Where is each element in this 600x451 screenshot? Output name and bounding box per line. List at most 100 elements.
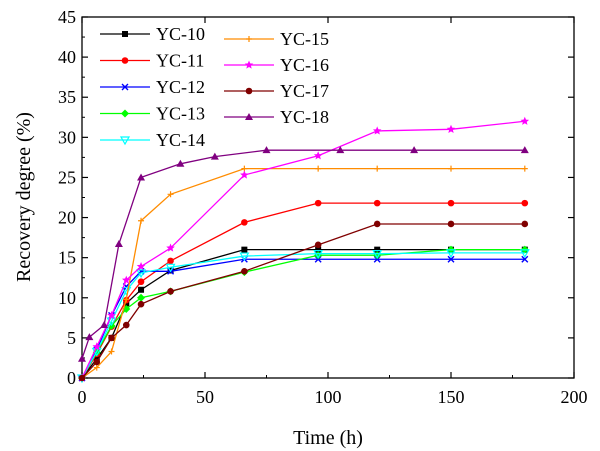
y-tick-label: 40	[58, 47, 76, 67]
y-tick-label: 20	[58, 208, 76, 228]
data-point	[100, 321, 109, 329]
legend-label: YC-16	[280, 55, 329, 75]
data-point	[315, 246, 322, 253]
legend-label: YC-17	[280, 81, 329, 101]
y-axis-label: Recovery degree (%)	[13, 112, 35, 282]
data-point	[210, 152, 219, 160]
data-point	[313, 151, 323, 160]
data-point	[122, 275, 131, 284]
data-point	[520, 116, 530, 125]
data-point	[92, 342, 102, 351]
data-point	[246, 36, 252, 42]
x-tick-label: 200	[561, 387, 588, 407]
data-point	[121, 83, 129, 91]
y-tick-label: 45	[58, 7, 76, 27]
data-point	[121, 57, 129, 64]
data-point	[447, 255, 455, 263]
data-point	[245, 87, 253, 95]
data-point	[245, 113, 253, 120]
legend-item-yc-12: YC-12	[100, 77, 205, 97]
data-point	[374, 165, 381, 172]
series-yc-18	[78, 146, 529, 362]
data-point	[244, 60, 254, 69]
data-point	[137, 278, 145, 286]
data-point	[410, 146, 419, 154]
data-point	[520, 146, 529, 154]
legend-item-yc-14: YC-14	[100, 130, 205, 150]
data-point	[373, 220, 381, 228]
data-point	[167, 191, 174, 198]
series-line	[81, 167, 525, 379]
data-point	[93, 358, 101, 366]
data-point	[374, 246, 381, 253]
data-point	[106, 317, 117, 327]
data-point	[176, 159, 185, 167]
legend-label: YC-18	[280, 107, 329, 127]
data-point	[108, 334, 115, 342]
data-point	[373, 255, 381, 263]
series-yc-10	[79, 246, 528, 381]
y-tick-label: 30	[58, 127, 76, 147]
data-point	[315, 165, 322, 172]
data-point	[78, 354, 86, 362]
data-point	[138, 286, 145, 293]
data-point	[314, 241, 322, 249]
data-point	[122, 31, 128, 37]
data-point	[314, 255, 322, 263]
data-point	[521, 165, 528, 172]
y-tick-label: 25	[58, 167, 76, 187]
series-yc-17	[78, 220, 529, 382]
data-point	[445, 249, 457, 259]
data-point	[373, 199, 381, 207]
legend-label: YC-13	[156, 104, 205, 124]
data-point	[336, 146, 345, 154]
x-tick-label: 100	[315, 387, 342, 407]
legend-label: YC-10	[156, 24, 205, 44]
legend-item-yc-15: YC-15	[224, 29, 329, 49]
x-tick-label: 50	[196, 387, 214, 407]
data-point	[138, 217, 145, 224]
series-yc-12	[78, 255, 529, 382]
legend-item-yc-18: YC-18	[224, 107, 329, 127]
data-point	[123, 296, 130, 303]
data-point	[108, 348, 115, 355]
series-layer	[76, 116, 530, 384]
data-point	[137, 173, 146, 181]
series-line	[81, 223, 525, 379]
data-point	[85, 333, 94, 341]
x-tick-label: 0	[78, 387, 87, 407]
data-point	[167, 257, 174, 265]
series-line	[81, 252, 525, 379]
legend-label: YC-11	[156, 51, 204, 71]
data-point	[241, 268, 248, 275]
data-point	[521, 255, 529, 263]
data-point	[136, 269, 147, 279]
legend-item-yc-10: YC-10	[100, 24, 205, 44]
series-yc-15	[79, 165, 528, 381]
series-line	[81, 248, 525, 379]
data-point	[166, 243, 175, 252]
data-point	[447, 220, 455, 228]
y-tick-label: 10	[58, 288, 76, 308]
y-tick-label: 35	[58, 87, 76, 107]
data-point	[314, 199, 322, 207]
legend: YC-10 YC-11 YC-12 YC-13 YC-14 YC-15 YC-16 YC-17…	[100, 24, 329, 150]
data-point	[447, 199, 455, 207]
data-point	[121, 109, 129, 118]
series-line	[81, 202, 525, 379]
legend-item-yc-13: YC-13	[100, 104, 205, 124]
x-tick-label: 150	[438, 387, 465, 407]
series-yc-14	[76, 249, 530, 384]
legend-item-yc-11: YC-11	[100, 51, 204, 71]
data-point	[137, 293, 146, 302]
data-point	[519, 249, 530, 259]
data-point	[448, 165, 454, 172]
y-tick-label: 15	[58, 248, 76, 268]
data-point	[119, 136, 131, 146]
data-point	[93, 364, 100, 371]
x-axis-label: Time (h)	[293, 427, 363, 449]
y-tick-label: 5	[67, 328, 76, 348]
data-point	[122, 321, 130, 329]
data-point	[167, 288, 174, 295]
